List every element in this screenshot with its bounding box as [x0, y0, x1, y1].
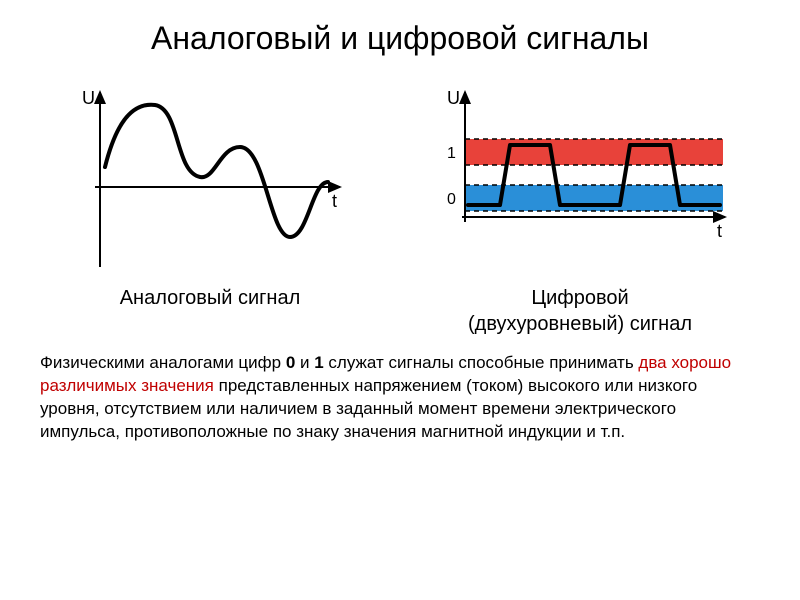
charts-row: Ut Аналоговый сигнал Ut 1 0 Цифровой (двух…: [30, 77, 770, 337]
analog-chart-block: Ut Аналоговый сигнал: [60, 77, 360, 311]
digital-caption-line1: Цифровой: [531, 287, 628, 309]
analog-chart: Ut: [60, 77, 360, 277]
bold-1: 1: [314, 353, 323, 372]
digital-chart-block: Ut 1 0 Цифровой (двухуровневый) сигнал: [420, 77, 740, 337]
svg-text:1: 1: [447, 145, 456, 162]
svg-text:t: t: [332, 191, 337, 211]
svg-text:0: 0: [447, 191, 456, 208]
page-title: Аналоговый и цифровой сигналы: [30, 20, 770, 57]
para-1b: и: [295, 353, 314, 372]
para-1a: Физическими аналогами цифр: [40, 353, 286, 372]
digital-caption-line2: (двухуровневый) сигнал: [468, 313, 692, 335]
analog-caption: Аналоговый сигнал: [120, 285, 301, 311]
para-1c: служат сигналы способные принимать: [324, 353, 639, 372]
svg-text:U: U: [82, 88, 95, 108]
digital-chart: Ut 1 0: [420, 77, 740, 277]
svg-text:t: t: [717, 221, 722, 241]
svg-text:U: U: [447, 88, 460, 108]
bold-0: 0: [286, 353, 295, 372]
body-paragraph: Физическими аналогами цифр 0 и 1 служат …: [30, 352, 770, 444]
digital-caption: Цифровой (двухуровневый) сигнал: [468, 285, 692, 337]
